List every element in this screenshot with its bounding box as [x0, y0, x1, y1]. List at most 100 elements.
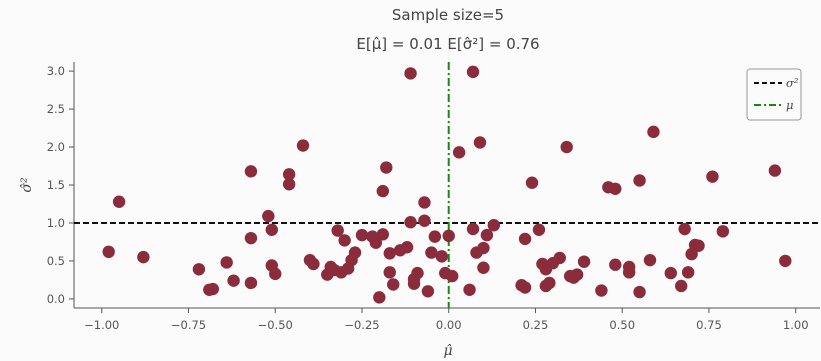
data-point	[435, 250, 448, 263]
axis-ticks: −1.00 −0.75 −0.50 −0.25 0.00 0.25 0.50 0.75 1.00…	[47, 64, 809, 332]
data-point	[373, 291, 386, 304]
data-point	[633, 285, 646, 299]
x-tick-label: 0.50	[609, 318, 635, 332]
data-point	[675, 279, 688, 293]
data-point	[376, 228, 390, 241]
data-point	[355, 228, 369, 242]
x-tick-label: 0.00	[436, 318, 462, 332]
data-point	[428, 230, 442, 243]
data-point	[716, 225, 730, 238]
chart-subtitle: E[μ̂] = 0.01 E[σ̂²] = 0.76	[356, 35, 539, 53]
data-point	[369, 236, 383, 249]
data-point	[577, 255, 591, 268]
data-point	[383, 266, 396, 279]
data-point	[112, 195, 126, 208]
y-tick-label: 3.0	[47, 64, 65, 78]
data-point	[518, 281, 532, 294]
data-point	[244, 276, 258, 290]
data-point	[525, 176, 539, 189]
data-point	[137, 250, 150, 264]
data-point	[404, 216, 417, 229]
data-point	[779, 254, 792, 268]
data-point	[609, 258, 622, 271]
data-point	[543, 276, 556, 290]
data-point	[532, 223, 546, 236]
data-point	[706, 170, 719, 183]
data-point	[380, 161, 393, 174]
data-point	[192, 263, 206, 276]
data-point	[262, 209, 275, 223]
data-point	[463, 283, 476, 296]
data-point	[307, 257, 320, 271]
data-point	[560, 140, 573, 154]
x-tick-label: 0.25	[523, 318, 549, 332]
data-points	[102, 65, 792, 304]
data-point	[595, 284, 608, 297]
data-point	[206, 282, 219, 296]
data-point	[442, 229, 455, 243]
x-axis-label: μ̂	[443, 343, 452, 359]
x-tick-label: 0.75	[696, 318, 722, 332]
y-tick-label: 0.5	[47, 254, 65, 268]
legend-label-mu: μ	[786, 98, 793, 112]
data-point	[477, 241, 490, 255]
x-tick-label: −0.75	[171, 318, 206, 332]
data-point	[466, 65, 480, 79]
data-point	[400, 241, 414, 254]
data-point	[102, 245, 115, 259]
data-point	[446, 269, 459, 283]
data-point	[220, 256, 233, 269]
data-point	[678, 222, 691, 236]
x-tick-label: −0.50	[258, 318, 293, 332]
data-point	[518, 232, 532, 246]
data-point	[404, 67, 417, 80]
data-point	[692, 239, 705, 252]
data-point	[383, 247, 396, 260]
data-point	[421, 285, 435, 298]
data-point	[348, 246, 362, 259]
data-point	[387, 278, 400, 291]
y-tick-label: 0.0	[47, 292, 65, 306]
data-point	[473, 136, 487, 149]
chart-title: Sample size=5	[392, 6, 504, 24]
data-point	[647, 125, 660, 139]
reference-lines	[74, 62, 820, 308]
data-point	[609, 182, 622, 195]
y-axis-label: σ̂²	[19, 177, 35, 193]
data-point	[265, 223, 278, 236]
data-point	[418, 214, 431, 227]
x-tick-label: 1.00	[783, 318, 809, 332]
data-point	[296, 139, 310, 152]
data-point	[681, 266, 695, 279]
data-point	[452, 146, 466, 159]
data-point	[418, 196, 431, 209]
data-point	[768, 164, 782, 177]
data-point	[487, 219, 501, 232]
data-point	[411, 266, 424, 280]
data-point	[664, 266, 677, 280]
data-point	[622, 266, 636, 279]
y-tick-label: 2.0	[47, 140, 65, 154]
data-point	[480, 228, 494, 242]
data-point	[466, 222, 480, 236]
data-point	[338, 234, 351, 247]
data-point	[477, 261, 490, 274]
data-point	[227, 274, 240, 287]
legend-label-sigma: σ²	[786, 76, 799, 90]
data-point	[570, 268, 584, 281]
legend: σ² μ	[746, 68, 802, 121]
x-tick-label: −1.00	[84, 318, 119, 332]
y-tick-label: 1.0	[47, 216, 65, 230]
data-point	[553, 251, 566, 265]
data-point	[282, 168, 296, 181]
data-point	[376, 184, 390, 198]
data-point	[282, 178, 296, 191]
data-point	[269, 267, 282, 281]
x-tick-label: −0.25	[344, 318, 379, 332]
data-point	[244, 165, 258, 178]
y-tick-label: 1.5	[47, 178, 65, 192]
legend-box	[746, 68, 802, 121]
data-point	[425, 246, 438, 259]
y-tick-label: 2.5	[47, 102, 65, 116]
